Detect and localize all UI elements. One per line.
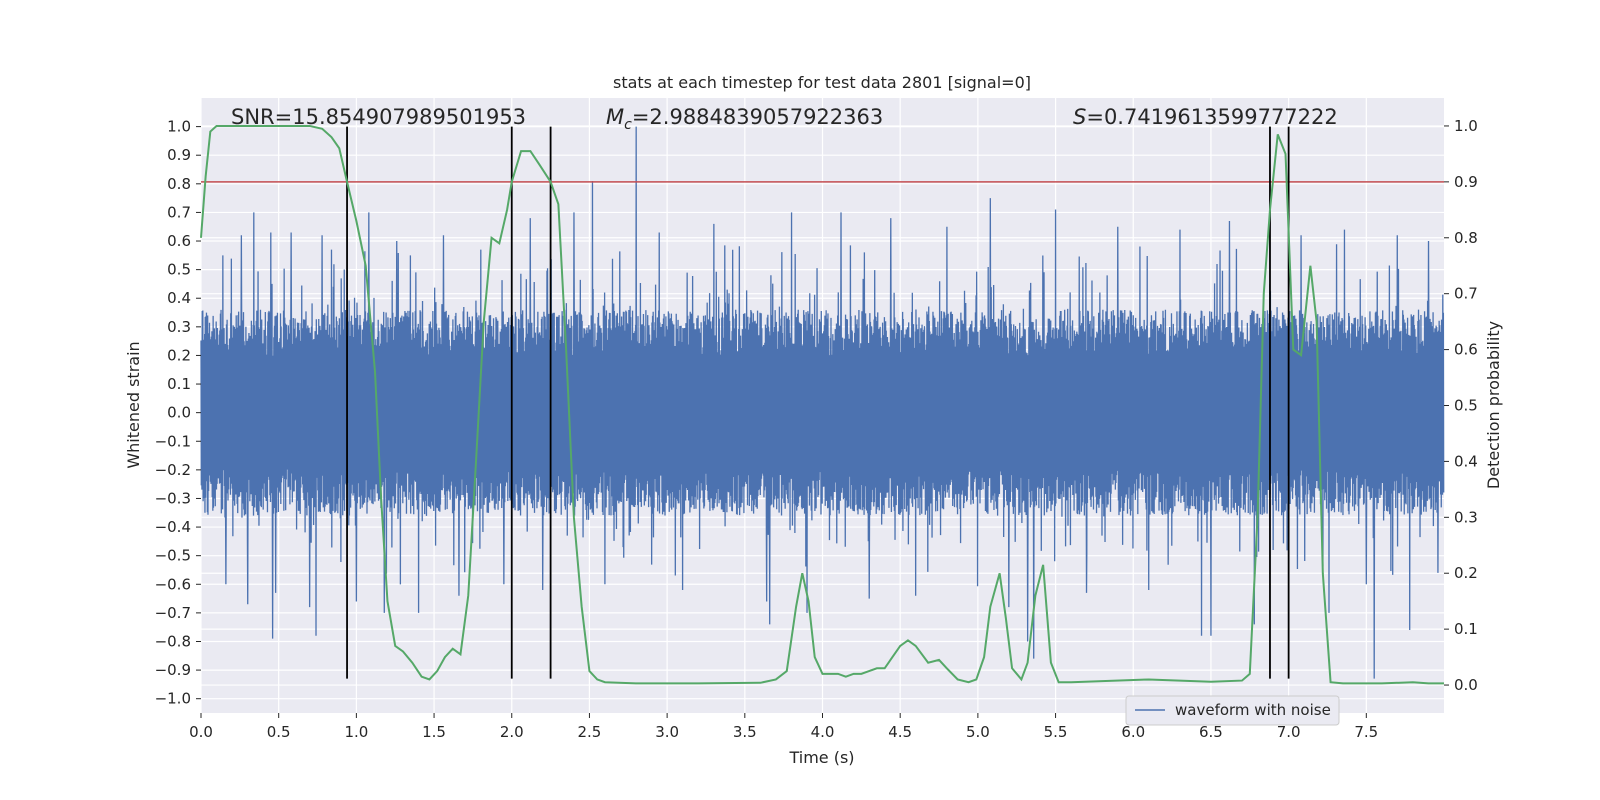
- y-right-tick-label: 0.7: [1454, 285, 1478, 303]
- y-left-tick-label: −0.5: [155, 547, 191, 565]
- y-left-axis-ticks: 1.0 0.9 0.8 0.7 0.6 0.5 0.4 0.3 0.2 0.1 0.0 −0.1 −0.…: [155, 118, 201, 708]
- y-right-tick-label: 0.5: [1454, 397, 1478, 415]
- legend-label: waveform with noise: [1175, 701, 1331, 719]
- y-left-tick-label: −0.8: [155, 632, 191, 650]
- y-right-tick-label: 0.9: [1454, 173, 1478, 191]
- legend: waveform with noise: [1125, 695, 1340, 726]
- x-tick-label: 2.5: [578, 723, 602, 741]
- y-left-tick-label: −0.4: [155, 518, 191, 536]
- waveform-line: [200, 126, 1445, 679]
- y-left-tick-label: 0.4: [167, 289, 191, 307]
- y-left-tick-label: 0.6: [167, 232, 191, 250]
- y-left-tick-label: −0.3: [155, 489, 191, 507]
- y-right-tick-label: 0.0: [1454, 676, 1478, 694]
- y-right-tick-label: 0.6: [1454, 341, 1478, 359]
- x-tick-label: 3.5: [733, 723, 757, 741]
- y-left-tick-label: 0.9: [167, 146, 191, 164]
- x-tick-label: 2.0: [500, 723, 524, 741]
- y-left-tick-label: 0.2: [167, 346, 191, 364]
- y-left-tick-label: 1.0: [167, 118, 191, 136]
- y-left-tick-label: −0.2: [155, 461, 191, 479]
- probability-line: [200, 124, 1444, 685]
- chart-title: stats at each timestep for test data 280…: [613, 73, 1031, 92]
- x-tick-label: 6.5: [1199, 723, 1223, 741]
- y-right-tick-label: 0.8: [1454, 229, 1478, 247]
- probability-series: [200, 124, 1444, 685]
- y-left-tick-label: 0.8: [167, 175, 191, 193]
- x-tick-label: 1.0: [344, 723, 368, 741]
- x-axis-label: Time (s): [788, 748, 854, 767]
- x-tick-label: 6.0: [1121, 723, 1145, 741]
- y-left-tick-label: −1.0: [155, 690, 191, 708]
- x-tick-label: 4.0: [811, 723, 835, 741]
- chirp-mass-annotation: Mc=2.9884839057922363: [606, 105, 883, 133]
- y-left-tick-label: 0.3: [167, 318, 191, 336]
- x-tick-label: 7.0: [1277, 723, 1301, 741]
- y-left-axis-label: Whitened strain: [124, 341, 143, 468]
- snr-annotation: SNR=15.854907989501953: [231, 105, 526, 129]
- y-right-tick-label: 0.4: [1454, 452, 1478, 470]
- x-tick-label: 5.5: [1044, 723, 1068, 741]
- y-right-tick-label: 0.2: [1454, 564, 1478, 582]
- y-left-tick-label: −0.9: [155, 661, 191, 679]
- y-left-tick-label: 0.7: [167, 203, 191, 221]
- y-left-tick-label: −0.6: [155, 575, 191, 593]
- y-left-tick-label: −0.7: [155, 604, 191, 622]
- y-right-tick-label: 0.3: [1454, 508, 1478, 526]
- x-tick-label: 7.5: [1354, 723, 1378, 741]
- x-tick-label: 3.0: [655, 723, 679, 741]
- s-statistic-annotation: S=0.7419613599777222: [1073, 105, 1338, 129]
- y-left-tick-label: 0.0: [167, 404, 191, 422]
- y-right-tick-label: 1.0: [1454, 117, 1478, 135]
- x-axis-ticks: 0.0 0.5 1.0 1.5 2.0 2.5 3.0 3.5 4.0 4.5 5.0 5.5 6.0 6…: [189, 713, 1378, 741]
- y-left-tick-label: 0.1: [167, 375, 191, 393]
- x-tick-label: 1.5: [422, 723, 446, 741]
- x-tick-label: 0.5: [267, 723, 291, 741]
- y-left-tick-label: 0.5: [167, 261, 191, 279]
- y-right-axis-ticks: 1.0 0.9 0.8 0.7 0.6 0.5 0.4 0.3 0.2 0.1 0.0: [1444, 117, 1478, 694]
- legend-box: [1125, 695, 1340, 726]
- y-right-tick-label: 0.1: [1454, 620, 1478, 638]
- x-tick-label: 5.0: [966, 723, 990, 741]
- x-tick-label: 4.5: [888, 723, 912, 741]
- waveform-series: [200, 126, 1445, 679]
- y-right-axis-label: Detection probability: [1484, 321, 1503, 489]
- y-left-tick-label: −0.1: [155, 432, 191, 450]
- x-tick-label: 0.0: [189, 723, 213, 741]
